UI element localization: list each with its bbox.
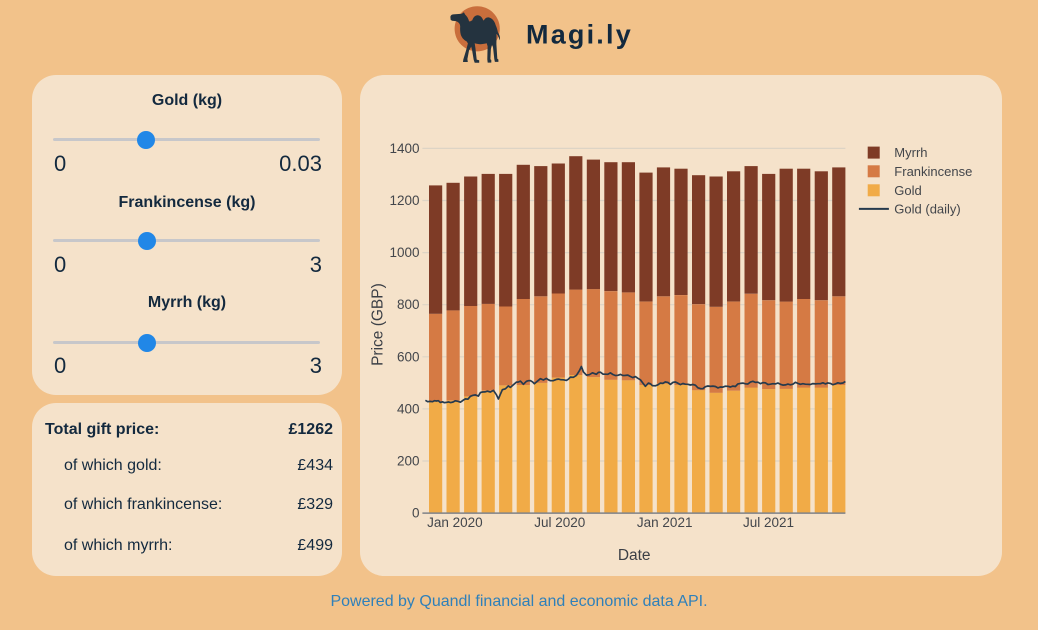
- svg-text:Price (GBP): Price (GBP): [369, 283, 386, 366]
- svg-text:600: 600: [397, 349, 420, 364]
- svg-text:Gold (daily): Gold (daily): [894, 201, 960, 216]
- svg-text:Jul 2020: Jul 2020: [534, 515, 585, 530]
- svg-text:200: 200: [397, 454, 420, 469]
- svg-text:Jan 2020: Jan 2020: [427, 515, 483, 530]
- svg-text:1200: 1200: [389, 193, 419, 208]
- svg-text:1400: 1400: [389, 141, 419, 156]
- svg-text:400: 400: [397, 401, 420, 416]
- svg-text:Myrrh: Myrrh: [894, 145, 927, 160]
- svg-text:Jul 2021: Jul 2021: [743, 515, 794, 530]
- svg-text:Date: Date: [618, 547, 651, 564]
- svg-text:800: 800: [397, 297, 420, 312]
- svg-text:0: 0: [412, 506, 420, 521]
- svg-text:Jan 2021: Jan 2021: [637, 515, 693, 530]
- svg-text:1000: 1000: [389, 245, 419, 260]
- svg-text:Gold: Gold: [894, 183, 921, 198]
- svg-text:Frankincense: Frankincense: [894, 164, 972, 179]
